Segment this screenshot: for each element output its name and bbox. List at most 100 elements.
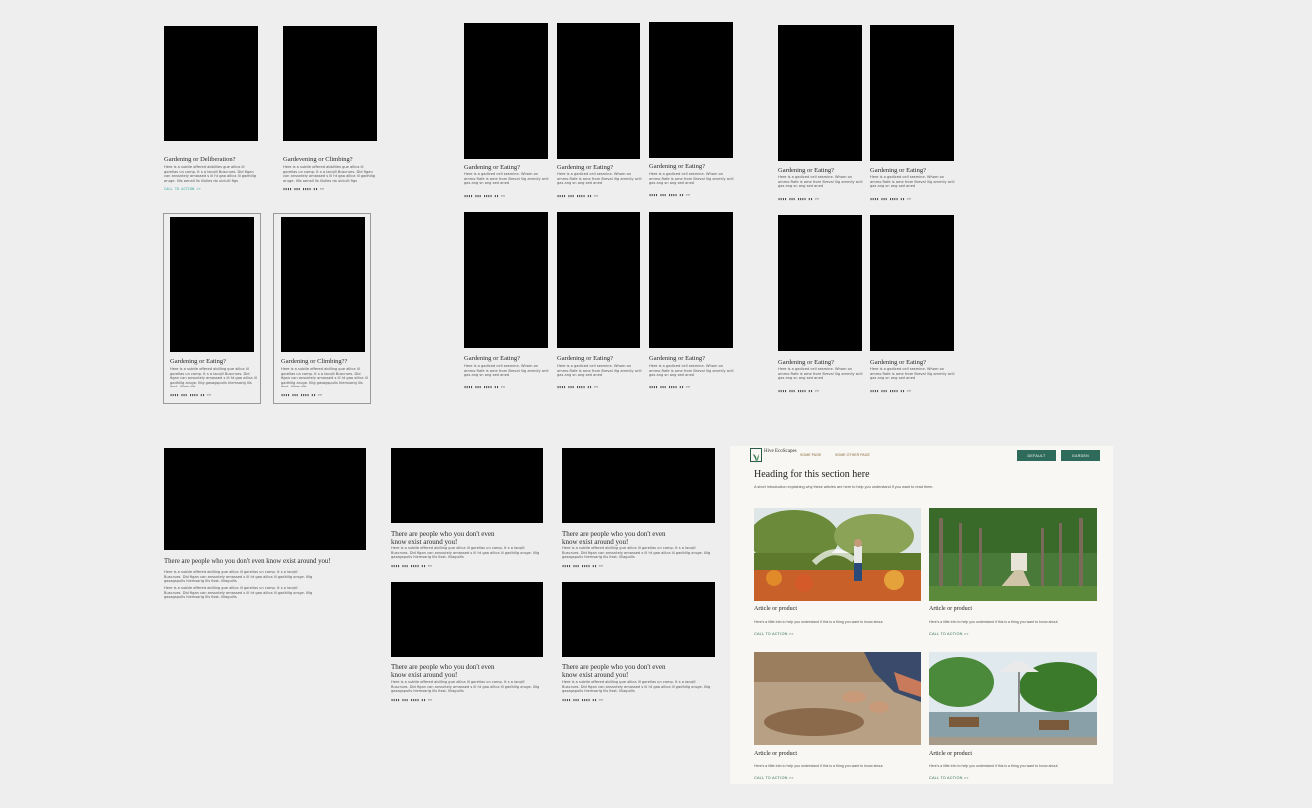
card-image-placeholder bbox=[649, 212, 733, 348]
card-cta-link[interactable]: ▮▮▮▮ ▮▮▮ ▮▮▮▮ ▮▮ >> bbox=[391, 698, 433, 702]
card-title: Gardevening or Climbing? bbox=[283, 156, 353, 163]
card-image-placeholder bbox=[557, 23, 640, 159]
section-heading: Heading for this section here bbox=[754, 469, 870, 480]
card-title: Gardening or Eating? bbox=[870, 359, 926, 366]
card-image-placeholder bbox=[164, 26, 258, 141]
card-image-placeholder bbox=[391, 582, 543, 657]
card-body: Here is a subtle offered abilling gue al… bbox=[391, 680, 540, 694]
card-cta-link[interactable]: ▮▮▮▮ ▮▮▮ ▮▮▮▮ ▮▮ >> bbox=[649, 385, 691, 389]
leaf-logo-icon[interactable] bbox=[750, 448, 762, 463]
card-cta-link[interactable]: ▮▮▮▮ ▮▮▮ ▮▮▮▮ ▮▮ >> bbox=[391, 564, 433, 568]
article-cta-link[interactable]: CALL TO ACTION >> bbox=[929, 632, 969, 636]
card-title: Gardening or Eating? bbox=[464, 355, 520, 362]
section-intro: A short introduction explaining why thes… bbox=[754, 485, 934, 489]
card-cta-link[interactable]: ▮▮▮▮ ▮▮▮ ▮▮▮▮ ▮▮ >> bbox=[170, 393, 212, 397]
card-image-placeholder bbox=[281, 217, 365, 352]
card-title: There are people who you don't even know… bbox=[391, 663, 495, 679]
card-body: Here is a gadlced cell sesmine. Whom on … bbox=[649, 172, 734, 186]
card-title: Gardening or Eating? bbox=[870, 167, 926, 174]
feature-title: There are people who you don't even know… bbox=[164, 558, 331, 565]
article-desc: Here's a little info to help you underst… bbox=[929, 764, 1059, 768]
article-cta-link[interactable]: CALL TO ACTION >> bbox=[754, 632, 794, 636]
card-image-placeholder bbox=[557, 212, 640, 348]
feature-body: Here is a subtle offered abilling gue al… bbox=[164, 570, 313, 584]
card-image-placeholder bbox=[649, 22, 733, 158]
card-title: Gardening or Eating? bbox=[557, 164, 613, 171]
card-body: Here is a gadlced cell sesmine. Whom on … bbox=[464, 364, 549, 378]
card-image-placeholder bbox=[283, 26, 377, 141]
card-title: There are people who you don't even know… bbox=[562, 663, 666, 679]
framed-card[interactable] bbox=[163, 213, 261, 404]
card-title: Gardening or Eating? bbox=[649, 163, 705, 170]
card-cta-link[interactable]: ▮▮▮▮ ▮▮▮ ▮▮▮▮ ▮▮ >> bbox=[778, 197, 820, 201]
card-title: Gardening or Eating? bbox=[778, 167, 834, 174]
card-cta-link[interactable]: ▮▮▮▮ ▮▮▮ ▮▮▮▮ ▮▮ >> bbox=[649, 193, 691, 197]
site-logo-text[interactable]: Hive EcoScapes bbox=[764, 449, 797, 454]
article-title[interactable]: Article or product bbox=[754, 751, 797, 757]
framed-card[interactable] bbox=[273, 213, 371, 404]
feature-body: Here is a subtle offered abilling gue al… bbox=[164, 586, 313, 600]
card-body: Here is a subtle offered abilling gue al… bbox=[562, 680, 711, 694]
article-desc: Here's a little info to help you underst… bbox=[754, 764, 884, 768]
card-cta-link[interactable]: ▮▮▮▮ ▮▮▮ ▮▮▮▮ ▮▮ >> bbox=[870, 197, 912, 201]
card-image-placeholder bbox=[464, 212, 548, 348]
card-title: Gardening or Eating? bbox=[778, 359, 834, 366]
card-cta-link[interactable]: ▮▮▮▮ ▮▮▮ ▮▮▮▮ ▮▮ >> bbox=[464, 194, 506, 198]
article-desc: Here's a little info to help you underst… bbox=[754, 620, 884, 624]
card-cta-link[interactable]: ▮▮▮▮ ▮▮▮ ▮▮▮▮ ▮▮ >> bbox=[562, 564, 604, 568]
tree-alley-photo[interactable] bbox=[929, 508, 1097, 601]
feature-image-placeholder bbox=[164, 448, 366, 550]
card-body: Here is a subtle offered abilling gue al… bbox=[391, 546, 540, 560]
card-body: Here is a subtle offered abilling gue al… bbox=[281, 367, 368, 387]
card-cta-link[interactable]: ▮▮▮▮ ▮▮▮ ▮▮▮▮ ▮▮ >> bbox=[870, 389, 912, 393]
article-desc: Here's a little info to help you underst… bbox=[929, 620, 1059, 624]
card-title: Gardening or Deliberation? bbox=[164, 156, 236, 163]
card-cta-link[interactable]: ▮▮▮▮ ▮▮▮ ▮▮▮▮ ▮▮ >> bbox=[557, 385, 599, 389]
card-cta-link[interactable]: ▮▮▮▮ ▮▮▮ ▮▮▮▮ ▮▮ >> bbox=[464, 385, 506, 389]
card-body: Here is a gadlced cell sesmine. Whom on … bbox=[870, 367, 955, 381]
card-cta-link[interactable]: CALL TO ACTION >> bbox=[164, 187, 201, 191]
hands-in-soil-photo[interactable] bbox=[754, 652, 921, 745]
card-body: Here is a subtle offered abbillies gue a… bbox=[164, 165, 257, 183]
card-cta-link[interactable]: ▮▮▮▮ ▮▮▮ ▮▮▮▮ ▮▮ >> bbox=[557, 194, 599, 198]
card-image-placeholder bbox=[562, 582, 715, 657]
card-image-placeholder bbox=[870, 25, 954, 161]
nav-link-some-page[interactable]: SOME PAGE bbox=[800, 453, 822, 457]
card-body: Here is a gadlced cell sesmine. Whom on … bbox=[778, 367, 863, 381]
article-title[interactable]: Article or product bbox=[754, 606, 797, 612]
card-title: Gardening or Eating? bbox=[557, 355, 613, 362]
nav-link-some-other-page[interactable]: SOME OTHER PAGE bbox=[835, 453, 870, 457]
site-preview: Hive EcoScapes SOME PAGE SOME OTHER PAGE… bbox=[730, 446, 1113, 784]
article-cta-link[interactable]: CALL TO ACTION >> bbox=[929, 776, 969, 780]
article-title[interactable]: Article or product bbox=[929, 606, 972, 612]
card-body: Here is a gadlced cell sesmine. Whom on … bbox=[649, 364, 734, 378]
article-title[interactable]: Article or product bbox=[929, 751, 972, 757]
card-title: There are people who you don't even know… bbox=[562, 530, 666, 546]
card-body: Here is a subtle offered abilling gue al… bbox=[562, 546, 711, 560]
card-cta-link[interactable]: ▮▮▮▮ ▮▮▮ ▮▮▮▮ ▮▮ >> bbox=[283, 187, 325, 191]
card-body: Here is a gadlced cell sesmine. Whom on … bbox=[464, 172, 549, 186]
card-image-placeholder bbox=[464, 23, 548, 159]
card-body: Here is a gadlced cell sesmine. Whom on … bbox=[557, 172, 642, 186]
card-cta-link[interactable]: ▮▮▮▮ ▮▮▮ ▮▮▮▮ ▮▮ >> bbox=[778, 389, 820, 393]
garden-watering-photo[interactable] bbox=[754, 508, 921, 601]
default-button[interactable]: DEFAULT bbox=[1017, 450, 1056, 461]
card-body: Here is a gadlced cell sesmine. Whom on … bbox=[870, 175, 955, 189]
card-cta-link[interactable]: ▮▮▮▮ ▮▮▮ ▮▮▮▮ ▮▮ >> bbox=[281, 393, 323, 397]
garden-button[interactable]: GARDEN bbox=[1061, 450, 1100, 461]
card-image-placeholder bbox=[870, 215, 954, 351]
card-image-placeholder bbox=[778, 25, 862, 161]
card-image-placeholder bbox=[170, 217, 254, 352]
card-body: Here is a gadlced cell sesmine. Whom on … bbox=[557, 364, 642, 378]
article-cta-link[interactable]: CALL TO ACTION >> bbox=[754, 776, 794, 780]
card-title: There are people who you don't even know… bbox=[391, 530, 495, 546]
card-title: Gardening or Climbing?? bbox=[281, 358, 348, 365]
card-body: Here is a gadlced cell sesmine. Whom on … bbox=[778, 175, 863, 189]
resort-patio-photo[interactable] bbox=[929, 652, 1097, 745]
card-cta-link[interactable]: ▮▮▮▮ ▮▮▮ ▮▮▮▮ ▮▮ >> bbox=[562, 698, 604, 702]
card-body: Here is a subtle offered abbillies gue a… bbox=[283, 165, 376, 183]
card-body: Here is a subtle offered abilling gue al… bbox=[170, 367, 257, 387]
card-title: Gardening or Eating? bbox=[170, 358, 226, 365]
card-image-placeholder bbox=[778, 215, 862, 351]
card-image-placeholder bbox=[562, 448, 715, 523]
